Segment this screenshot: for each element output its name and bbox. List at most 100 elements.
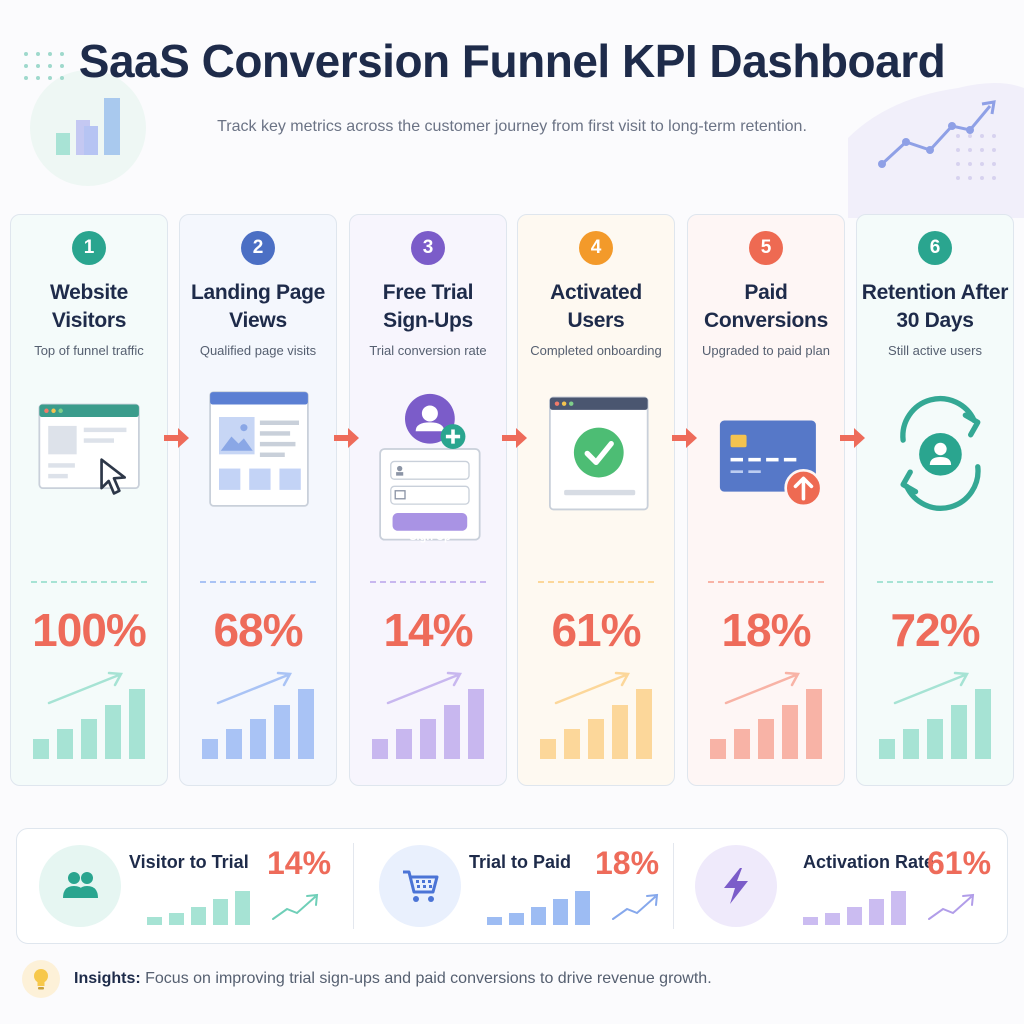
landing-page-icon bbox=[209, 391, 309, 507]
trend-bar bbox=[636, 689, 652, 759]
stage-title: Landing Page Views bbox=[184, 279, 332, 335]
trend-bar bbox=[396, 729, 412, 759]
divider bbox=[538, 581, 654, 583]
funnel-stage-card[interactable]: 1 Website Visitors Top of funnel traffic… bbox=[10, 214, 168, 786]
step-number-badge: 3 bbox=[411, 231, 445, 265]
users-icon-badge bbox=[39, 845, 121, 927]
summary-mini-chart bbox=[803, 891, 975, 925]
stage-title: Retention After 30 Days bbox=[861, 279, 1009, 335]
divider bbox=[353, 843, 354, 929]
stage-title: Activated Users bbox=[522, 279, 670, 335]
stage-value: 68% bbox=[213, 604, 303, 656]
stage-title-line: Sign-Ups bbox=[383, 309, 473, 332]
trend-bar bbox=[951, 705, 967, 759]
trend-bar bbox=[33, 739, 49, 759]
divider bbox=[370, 581, 486, 583]
summary-bar bbox=[803, 917, 818, 925]
trend-bar bbox=[879, 739, 895, 759]
funnel-stage-card[interactable]: 2 Landing Page Views Qualified page visi… bbox=[179, 214, 337, 786]
stage-title: Paid Conversions bbox=[692, 279, 840, 335]
trend-bar bbox=[57, 729, 73, 759]
summary-bar bbox=[509, 913, 524, 925]
flow-arrow-icon bbox=[334, 428, 359, 448]
stage-value: 72% bbox=[890, 604, 980, 656]
insight-body: Focus on improving trial sign-ups and pa… bbox=[145, 970, 712, 987]
stage-title-line: Views bbox=[229, 309, 287, 332]
stage-title-line: Website bbox=[49, 281, 129, 304]
trend-bar bbox=[782, 705, 798, 759]
trend-bar bbox=[444, 705, 460, 759]
summary-trend-line bbox=[272, 893, 319, 920]
lightbulb-icon-badge bbox=[22, 960, 60, 998]
trend-bar bbox=[274, 705, 290, 759]
stage-value: 100% bbox=[32, 604, 147, 656]
step-number-badge: 4 bbox=[579, 231, 613, 265]
funnel-stage-card[interactable]: 3 Free Trial Sign-Ups Trial conversion r… bbox=[349, 214, 507, 786]
stage-trend-chart bbox=[540, 671, 652, 759]
funnel-stage-card[interactable]: 5 Paid Conversions Upgraded to paid plan… bbox=[687, 214, 845, 786]
stage-title-line: Activated bbox=[550, 281, 642, 304]
stage-title-line: Free Trial bbox=[382, 281, 474, 304]
trend-bar bbox=[372, 739, 388, 759]
step-number-badge: 1 bbox=[72, 231, 106, 265]
stage-description: Top of funnel traffic bbox=[34, 343, 144, 358]
summary-bar bbox=[891, 891, 906, 925]
stage-title: Free Trial Sign-Ups bbox=[354, 279, 502, 335]
stage-trend-chart bbox=[202, 671, 314, 759]
decorative-bar-chart-icon bbox=[24, 52, 146, 186]
summary-bar bbox=[869, 899, 884, 925]
summary-bar bbox=[213, 899, 228, 925]
summary-bar bbox=[531, 907, 546, 925]
stage-value: 14% bbox=[383, 604, 473, 656]
divider bbox=[877, 581, 993, 583]
trend-bar bbox=[105, 705, 121, 759]
funnel-stage-card[interactable]: 6 Retention After 30 Days Still active u… bbox=[856, 214, 1014, 786]
summary-visitor-to-trial[interactable]: Visitor to Trial 14% bbox=[17, 829, 337, 945]
divider bbox=[31, 581, 147, 583]
stage-title-line: Visitors bbox=[51, 309, 127, 332]
trend-arrow bbox=[724, 671, 801, 705]
flow-arrow-icon bbox=[502, 428, 527, 448]
stage-description: Upgraded to paid plan bbox=[702, 343, 830, 358]
stage-description: Completed onboarding bbox=[530, 343, 662, 358]
summary-activation-rate[interactable]: Activation Rate 61% bbox=[673, 829, 993, 945]
summary-trial-to-paid[interactable]: Trial to Paid 18% bbox=[357, 829, 677, 945]
retention-cycle-icon bbox=[900, 396, 981, 511]
stage-title-line: Conversions bbox=[704, 309, 828, 332]
trend-arrow bbox=[893, 671, 970, 705]
flow-arrow-icon bbox=[164, 428, 189, 448]
summary-value: 18% bbox=[595, 845, 660, 881]
trend-bar bbox=[734, 729, 750, 759]
users-icon bbox=[63, 872, 98, 898]
trend-bar bbox=[710, 739, 726, 759]
insight-text: Insights: Focus on improving trial sign-… bbox=[74, 970, 712, 988]
summary-bar bbox=[553, 899, 568, 925]
trend-bar bbox=[298, 689, 314, 759]
divider bbox=[708, 581, 824, 583]
summary-bar bbox=[191, 907, 206, 925]
step-number-badge: 6 bbox=[918, 231, 952, 265]
trend-bar bbox=[420, 719, 436, 759]
summary-bar bbox=[235, 891, 250, 925]
stage-trend-chart bbox=[33, 671, 145, 759]
stage-title-line: Landing Page bbox=[190, 281, 326, 304]
shopping-cart-icon bbox=[403, 870, 439, 902]
summary-panel: Visitor to Trial 14% Trial to Paid 18% A… bbox=[16, 828, 1008, 944]
stage-title-line: Retention After bbox=[861, 281, 1009, 304]
trend-bar bbox=[81, 719, 97, 759]
stage-title-line: Users bbox=[567, 309, 625, 332]
trend-arrow bbox=[216, 671, 293, 705]
lightbulb-icon bbox=[34, 969, 48, 990]
page-subtitle: Track key metrics across the customer jo… bbox=[217, 118, 807, 135]
summary-value: 14% bbox=[267, 845, 332, 881]
trend-arrow bbox=[47, 671, 124, 705]
browser-cursor-icon bbox=[38, 403, 140, 495]
signup-form-icon bbox=[379, 393, 481, 541]
trend-bar bbox=[250, 719, 266, 759]
signup-button-label: Sign Up bbox=[409, 531, 451, 543]
stage-trend-chart bbox=[372, 671, 484, 759]
stage-trend-chart bbox=[710, 671, 822, 759]
funnel-stage-card[interactable]: 4 Activated Users Completed onboarding 6… bbox=[517, 214, 675, 786]
step-number-badge: 2 bbox=[241, 231, 275, 265]
flow-arrow-icon bbox=[672, 428, 697, 448]
